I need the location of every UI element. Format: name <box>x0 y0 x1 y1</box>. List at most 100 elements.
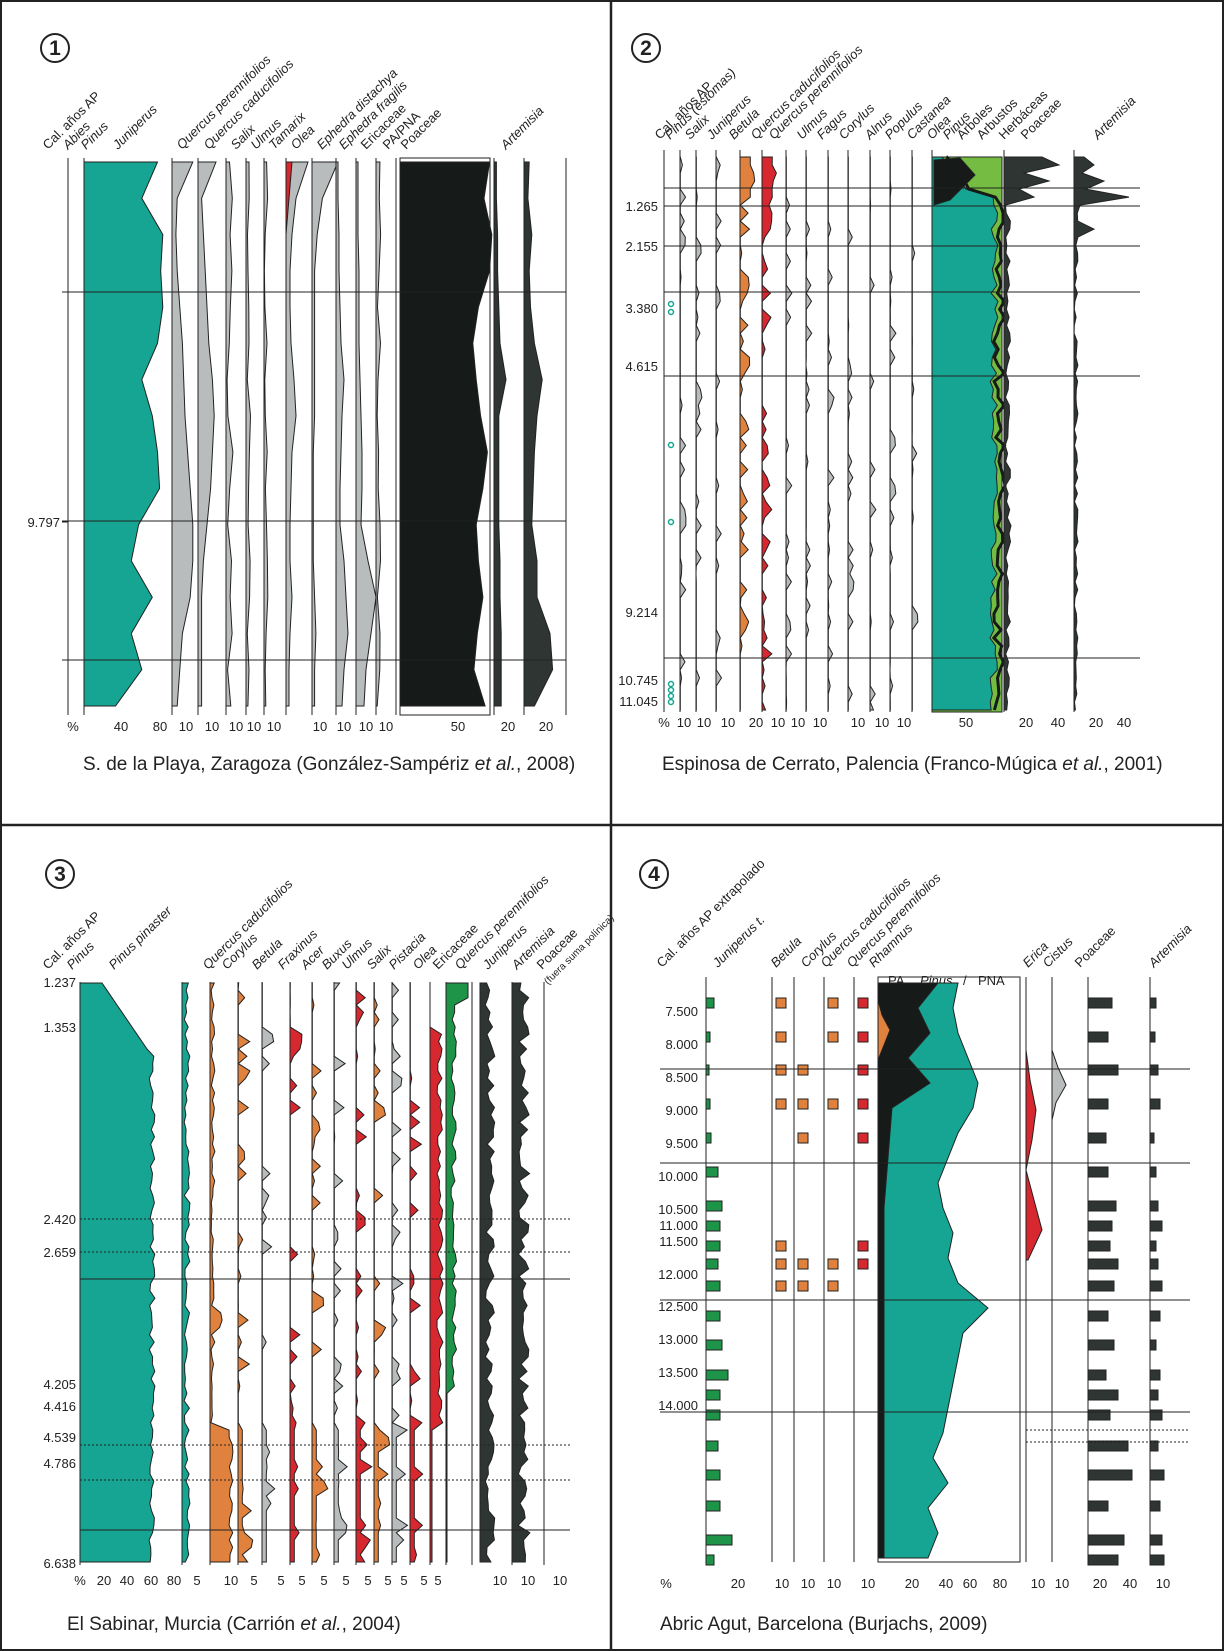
panel-number-circle <box>639 859 669 889</box>
header-artemisia: Artemisia <box>1089 93 1139 143</box>
axis-tick-label: 10 <box>1031 1576 1045 1591</box>
pinus-pinaster-curve <box>181 982 191 1563</box>
age-label: 11.045 <box>619 694 658 709</box>
age-label: 9.797 <box>27 515 60 530</box>
panel-caption: Espinosa de Cerrato, Palencia (Franco-Mú… <box>662 754 1163 775</box>
age-label: 8.500 <box>665 1070 698 1085</box>
axis-tick-label: 5 <box>342 1573 349 1588</box>
artemisia-bar <box>1149 1534 1163 1546</box>
axis-tick-label: 10 <box>697 715 711 730</box>
axis-tick-label: 20 <box>905 1576 919 1591</box>
taxon-curve <box>785 156 793 711</box>
juniperus-curve <box>171 161 194 707</box>
axis-tick-label: 10 <box>493 1573 507 1588</box>
juniperus-bar <box>705 1310 721 1322</box>
poaceae-bar <box>1087 997 1113 1009</box>
taxon-curve <box>355 982 373 1563</box>
poaceae-curve <box>511 982 531 1563</box>
artemisia-bar <box>1149 1166 1157 1178</box>
quercus-caducifolios-curve <box>209 982 234 1563</box>
taxon-curve <box>679 156 687 711</box>
age-label: 13.000 <box>658 1332 698 1347</box>
age-label: 11.000 <box>659 1218 698 1233</box>
panel-caption: El Sabinar, Murcia (Carrión et al., 2004… <box>67 1614 401 1635</box>
juniperus-bar <box>705 1098 711 1110</box>
axis-tick-label: 20 <box>97 1573 111 1588</box>
axis-tick-label: 10 <box>313 719 327 734</box>
axis-tick-label: 40 <box>1123 1576 1137 1591</box>
stomata-marker <box>667 300 675 308</box>
pinus-curve <box>83 161 164 707</box>
taxon-bar <box>827 1258 839 1270</box>
quercus-caducifolios-curve <box>225 161 234 707</box>
poaceae-bar <box>1087 1310 1109 1322</box>
taxon-bar <box>857 1031 869 1043</box>
artemisia-bar <box>1149 1098 1161 1110</box>
axis-tick-label: 5 <box>250 1573 257 1588</box>
artemisia-bar <box>1149 1280 1163 1292</box>
taxon-curve <box>261 982 276 1563</box>
header-artemisia: Artemisia <box>497 103 547 153</box>
artemisia-bar <box>1149 1339 1157 1351</box>
axis-tick-label: 40 <box>120 1573 134 1588</box>
ephedra-fragilis-curve <box>355 161 377 707</box>
juniperus-curve <box>445 982 469 1563</box>
tamarix-red-curve <box>285 161 293 706</box>
juniperus-bar <box>705 1280 721 1292</box>
olea-curve <box>311 161 339 707</box>
stomata-marker <box>667 698 675 706</box>
caption-text: Abric Agut, Barcelona (Burjachs, 2009) <box>660 1614 987 1635</box>
axis-tick-label: 80 <box>167 1573 181 1588</box>
poaceae-bar <box>1087 1132 1107 1144</box>
age-label: 10.000 <box>658 1169 698 1184</box>
age-label: 8.000 <box>665 1037 698 1052</box>
juniperus-bar <box>705 1031 711 1043</box>
axis-tick-label: 10 <box>224 1573 238 1588</box>
age-label: 10.500 <box>658 1202 698 1217</box>
poaceae-bar <box>1087 1031 1109 1043</box>
header-slash: / <box>963 973 967 988</box>
poaceae-bar <box>1087 1220 1113 1232</box>
poaceae-bar <box>1087 1280 1115 1292</box>
axis-tick-label: 10 <box>827 1576 841 1591</box>
taxon-curve <box>289 982 303 1563</box>
age-label: 4.416 <box>43 1399 76 1414</box>
artemisia-bar <box>1149 1258 1159 1270</box>
axis-tick-label: 5 <box>298 1573 305 1588</box>
axis-tick-label: 80 <box>993 1576 1007 1591</box>
juniperus-bar <box>705 1369 729 1381</box>
axis-tick-label: 40 <box>1051 715 1065 730</box>
taxon-curve <box>409 982 424 1563</box>
axis-tick-label: 10 <box>677 715 691 730</box>
age-label: 14.000 <box>658 1398 698 1413</box>
poaceae-bar <box>1087 1409 1111 1421</box>
poaceae-bar <box>1087 1500 1109 1512</box>
quercus-perennifolios-curve <box>197 161 217 707</box>
pinus-stack-curve <box>931 156 999 711</box>
caption-text: El Sabinar, Murcia (Carrión <box>67 1614 300 1635</box>
artemisia-bar <box>1149 1310 1161 1322</box>
taxon-bar <box>797 1132 809 1144</box>
axis-tick-label: 10 <box>875 715 889 730</box>
juniperus-bar <box>705 1534 733 1546</box>
panel-caption: Abric Agut, Barcelona (Burjachs, 2009) <box>660 1614 987 1635</box>
taxon-curve <box>715 156 723 711</box>
taxon-bar <box>857 997 869 1009</box>
axis-tick-label: 10 <box>771 715 785 730</box>
artemisia-bar <box>1149 1440 1159 1452</box>
poaceae-bar <box>1087 1166 1109 1178</box>
poaceae-bar <box>1087 1339 1115 1351</box>
taxon-bar <box>775 1258 787 1270</box>
juniperus-bar <box>705 1469 721 1481</box>
taxon-bar <box>775 1064 787 1076</box>
axis-tick-label: 40 <box>114 719 128 734</box>
taxon-curve <box>237 982 254 1563</box>
axis-tick-label: 10 <box>229 719 243 734</box>
poaceae-curve <box>1003 156 1061 711</box>
axis-tick-label: 10 <box>801 1576 815 1591</box>
poaceae-bar <box>1087 1258 1119 1270</box>
taxon-bar <box>797 1064 809 1076</box>
axis-tick-label: 10 <box>861 1576 875 1591</box>
juniperus-bar <box>705 1220 721 1232</box>
